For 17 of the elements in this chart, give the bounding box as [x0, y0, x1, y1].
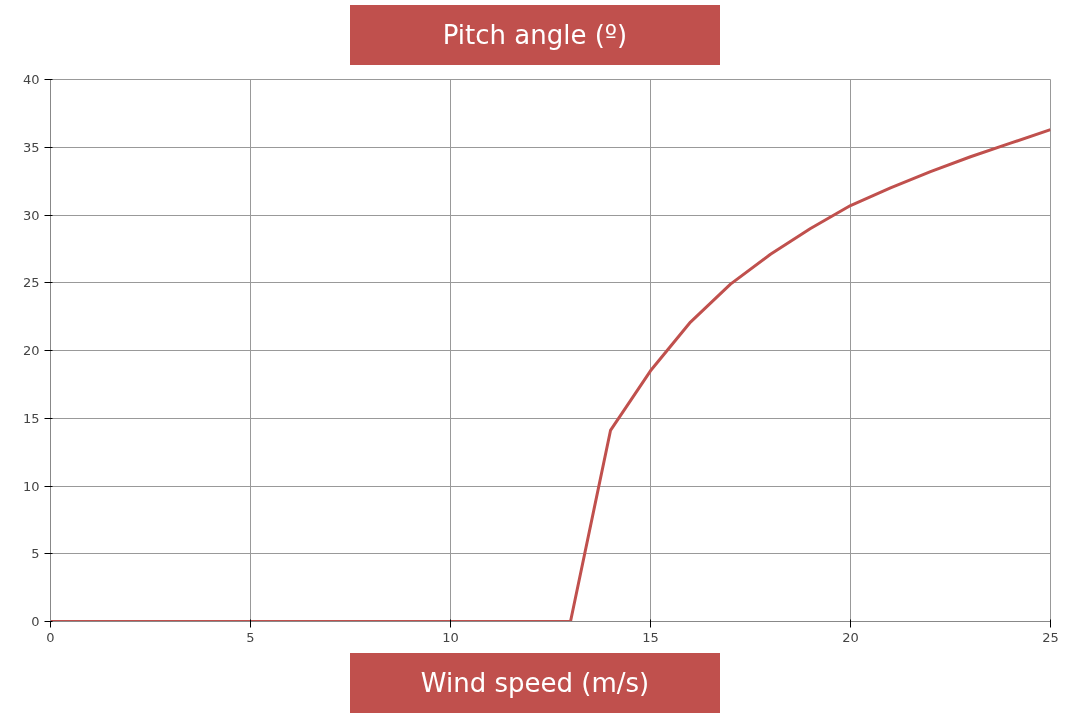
x-tick-label: 0: [46, 629, 55, 645]
y-tick-label: 0: [31, 614, 40, 629]
x-tick-label: 25: [1042, 629, 1059, 645]
y-tick-label: 5: [31, 546, 40, 562]
y-tick-label: 10: [22, 478, 40, 494]
x-tick-label: 15: [642, 629, 659, 645]
chart-title: Pitch angle (º): [442, 19, 628, 52]
y-tick-label: 30: [22, 207, 40, 223]
y-tick-label: 20: [22, 343, 40, 358]
x-tick-label: 5: [246, 629, 255, 645]
y-tick-label: 40: [22, 72, 40, 87]
y-tick-label: 15: [22, 410, 40, 426]
y-tick-label: 35: [22, 139, 40, 155]
x-tick-label: 10: [442, 629, 459, 645]
y-tick-label: 25: [22, 275, 40, 291]
x-tick-label: 20: [842, 629, 859, 645]
x-axis-title: Wind speed (m/s): [420, 667, 650, 700]
